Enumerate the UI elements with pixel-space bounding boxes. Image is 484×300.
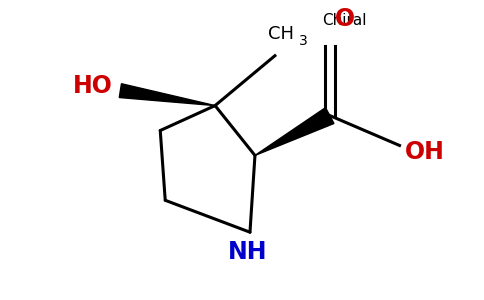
Text: Chiral: Chiral: [322, 13, 367, 28]
Text: HO: HO: [73, 74, 112, 98]
Text: CH: CH: [268, 25, 294, 43]
Text: NH: NH: [228, 240, 268, 264]
Text: O: O: [335, 7, 355, 31]
Text: 3: 3: [299, 34, 307, 48]
Polygon shape: [255, 108, 334, 155]
Text: OH: OH: [405, 140, 444, 164]
Polygon shape: [119, 84, 215, 106]
